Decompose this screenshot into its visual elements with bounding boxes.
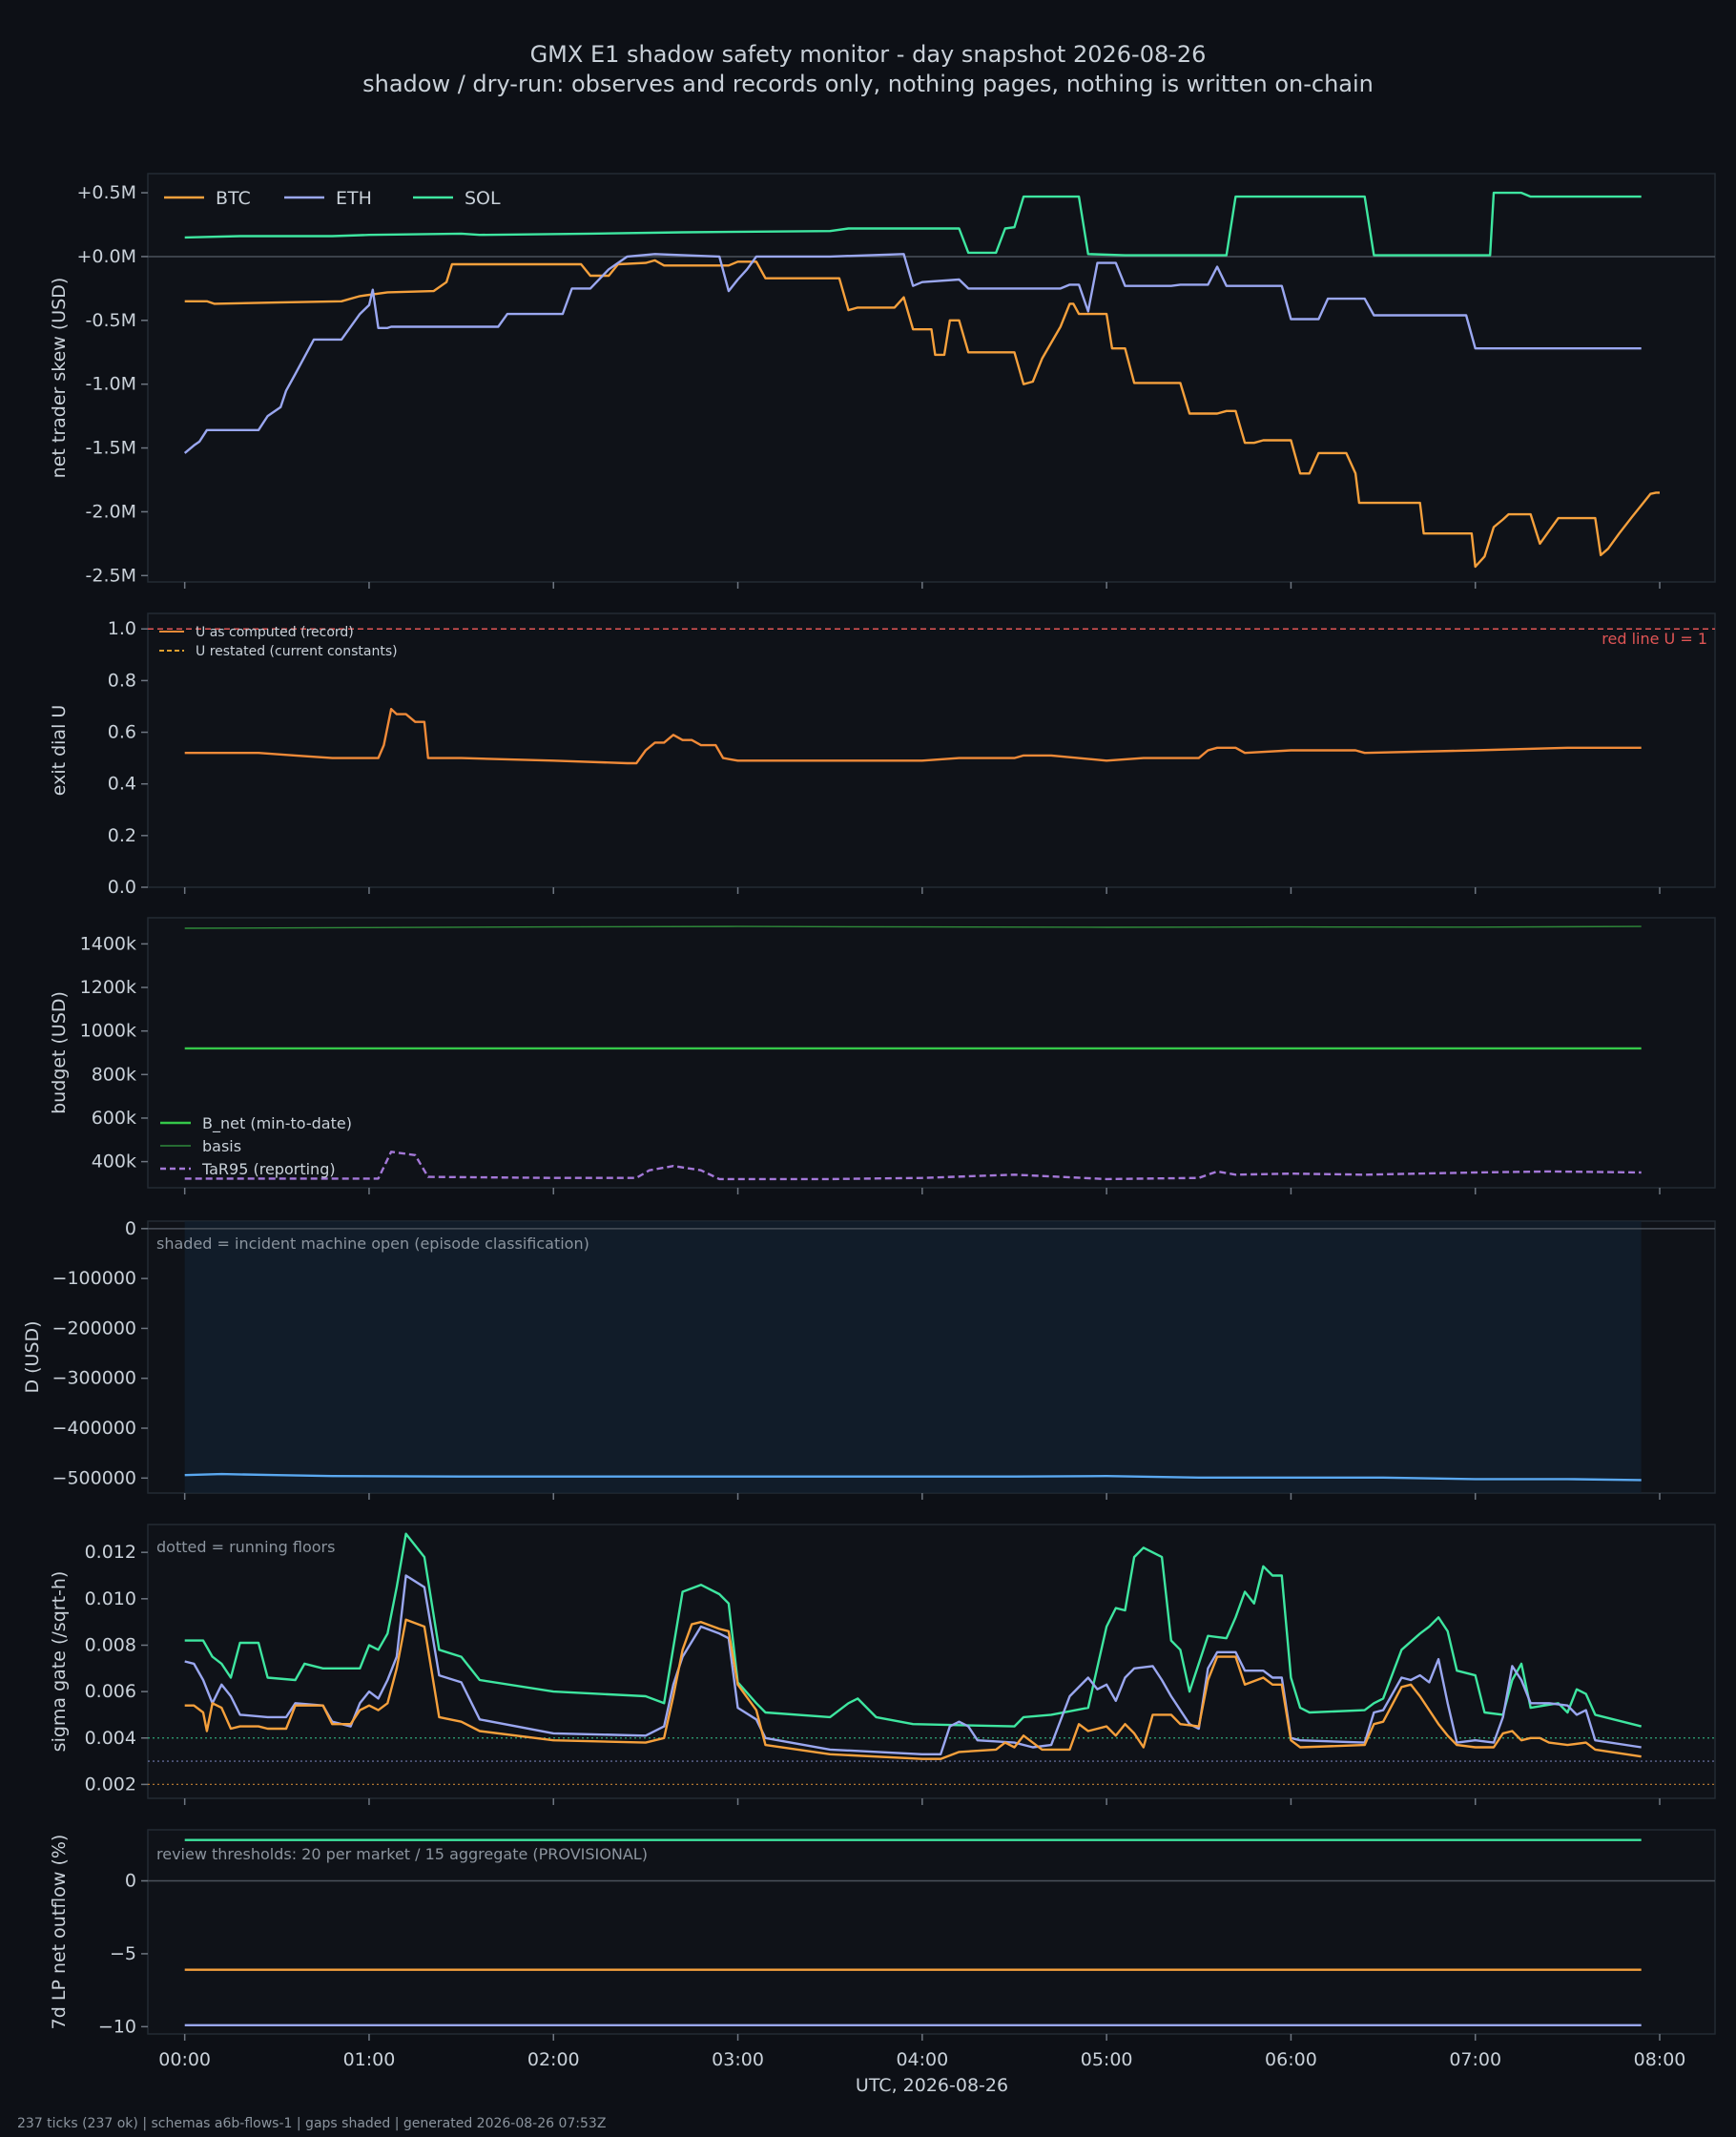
y-tick-label: 0.6 [108,722,136,743]
panel-sigma: 0.002 0.004 0.006 0.008 0.010 0.012 sigma gate… [49,1524,1716,1805]
y-tick-label: 0.2 [108,825,136,846]
y-tick-label: 0 [125,1218,136,1239]
y-tick-label: 0.4 [108,774,136,795]
panel-lp_outflow: 0 −5 −10 7d LP net outflow (%) review thresh… [49,1829,1716,2070]
legend-label: BTC [216,188,251,209]
legend-label: TaR95 (reporting) [201,1160,336,1178]
y-tick-label: -2.0M [86,501,136,522]
x-tick-label: 05:00 [1081,2049,1133,2070]
y-tick-label: 1400k [80,933,136,954]
y-tick-label: −100000 [52,1268,136,1289]
y-axis-label: exit dial U [49,705,70,797]
series-line-btc [184,259,1660,569]
y-tick-label: 1.0 [108,618,136,639]
y-tick-label: 0 [125,1871,136,1892]
series-line-basis [184,925,1642,929]
panel-skew: +0.5M +0.0M -0.5M -1.0M -1.5M -2.0M -2.5M net t… [49,173,1716,589]
y-tick-label: −10 [98,2016,136,2037]
y-tick-label: −300000 [52,1368,136,1389]
series-line-eth [184,1574,1642,1755]
panel-exit_dial: 0.0 0.2 0.4 0.6 0.8 1.0 exit dial U U as comput… [49,612,1716,898]
y-axis-label: budget (USD) [49,991,70,1114]
x-tick-label: 02:00 [527,2049,580,2070]
series-line-d [184,1472,1642,1482]
red-line-annotation: red line U = 1 [1602,630,1707,648]
y-tick-label: 0.004 [85,1728,136,1749]
panel-frame [147,1524,1716,1799]
y-tick-label: 1200k [80,977,136,998]
x-tick-label: 04:00 [896,2049,948,2070]
panel-frame [147,1829,1716,2035]
series-line-tar95-reporting- [184,1151,1642,1181]
figure-subtitle: shadow / dry-run: observes and records o… [362,71,1374,97]
figure-title: GMX E1 shadow safety monitor - day snaps… [530,41,1207,68]
y-tick-label: 0.002 [85,1774,136,1795]
legend-label: B_net (min-to-date) [202,1114,352,1133]
y-tick-label: 400k [92,1151,136,1172]
legend-label: SOL [465,188,501,209]
y-tick-label: 0.8 [108,670,136,691]
panel-frame [147,917,1716,1189]
series-line-sol [184,1532,1642,1728]
y-tick-label: −5 [110,1943,136,1964]
x-tick-label: 07:00 [1449,2049,1501,2070]
panel-frame [147,173,1716,583]
legend-label: ETH [336,188,372,209]
x-tick-label: 08:00 [1634,2049,1686,2070]
y-tick-label: -1.5M [86,438,136,459]
series-line-sol [184,191,1642,257]
series-line-eth [183,253,1642,454]
y-tick-label: +0.0M [76,246,136,267]
y-tick-label: 0.010 [85,1588,136,1609]
y-axis-label: D (USD) [22,1320,43,1393]
legend-label: basis [202,1137,241,1155]
y-tick-label: 600k [92,1108,136,1129]
y-tick-label: 800k [92,1064,136,1085]
y-axis-label: net trader skew (USD) [49,278,70,479]
footer-status: 237 ticks (237 ok) | schemas a6b-flows-1… [17,2116,606,2131]
y-tick-label: −500000 [52,1467,136,1488]
panel-annotation: review thresholds: 20 per market / 15 ag… [156,1845,648,1863]
y-tick-label: 0.006 [85,1681,136,1702]
x-tick-label: 00:00 [158,2049,211,2070]
legend-label: U restated (current constants) [196,644,398,659]
y-tick-label: -0.5M [86,310,136,331]
y-tick-label: 1000k [80,1021,136,1042]
y-tick-label: 0.008 [85,1634,136,1655]
y-axis-label: 7d LP net outflow (%) [49,1835,70,2030]
y-tick-label: 0.012 [85,1542,136,1563]
y-tick-label: -2.5M [86,565,136,586]
legend-label: U as computed (record) [196,625,354,640]
y-tick-label: -1.0M [86,374,136,395]
x-axis-label: UTC, 2026-08-26 [856,2075,1008,2096]
y-tick-label: −200000 [52,1317,136,1338]
x-tick-label: 03:00 [712,2049,764,2070]
y-tick-label: +0.5M [76,182,136,203]
y-tick-label: 0.0 [108,877,136,898]
panel-drawdown: 0 −100000 −200000 −300000 −400000 −500000 D (U… [22,1218,1716,1500]
panel-annotation: dotted = running floors [156,1538,335,1556]
panel-annotation: shaded = incident machine open (episode … [156,1234,589,1253]
x-tick-label: 06:00 [1265,2049,1317,2070]
y-tick-label: −400000 [52,1418,136,1439]
series-line-u-as-computed-record- [184,708,1642,765]
incident-shade [184,1221,1642,1493]
x-tick-label: 01:00 [343,2049,396,2070]
panel-budget: 400k 600k 800k 1000k 1200k 1400k budget (USD) B… [49,917,1716,1194]
series-line-btc [184,1618,1642,1760]
chart-panels: +0.5M +0.0M -0.5M -1.0M -1.5M -2.0M -2.5M net t… [22,173,1716,2070]
y-axis-label: sigma gate (/sqrt-h) [49,1571,70,1753]
